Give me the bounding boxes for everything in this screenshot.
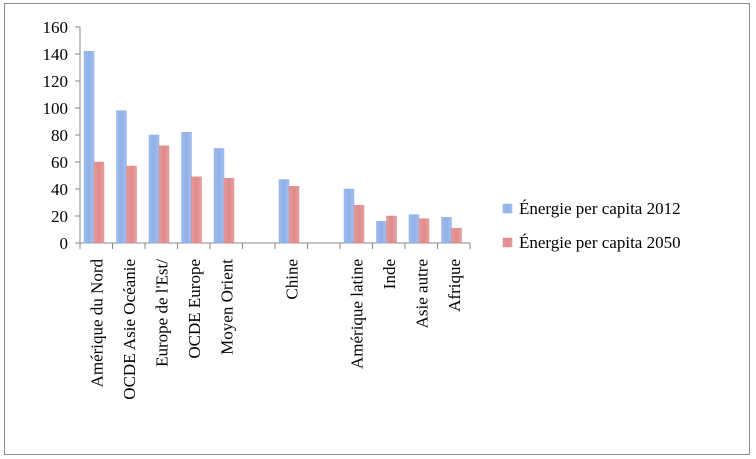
bar-series1 (83, 51, 95, 244)
bar-series2 (288, 186, 300, 244)
legend-swatch (502, 237, 513, 248)
y-tick-label: 40 (51, 180, 68, 199)
bar-series2 (93, 161, 105, 244)
bar-series1 (148, 134, 160, 244)
y-tick-label: 80 (51, 126, 68, 145)
y-tick-label: 120 (43, 72, 69, 91)
bar-series1 (343, 188, 355, 244)
legend-label: Énergie per capita 2050 (519, 233, 681, 252)
bar-series1 (408, 214, 420, 244)
category-label: Chine (282, 259, 301, 300)
bar-series2 (386, 215, 397, 244)
bar-series2 (451, 227, 462, 244)
y-tick-label: 140 (43, 45, 69, 64)
category-label: Afrique (445, 259, 464, 312)
category-label: Asie autre (412, 259, 431, 328)
y-tick-label: 100 (43, 99, 69, 118)
category-label: Moyen Orient (217, 259, 236, 355)
y-tick-label: 160 (43, 18, 69, 37)
category-label: Europe de l'Est/ (152, 259, 171, 367)
bar-series2 (191, 176, 202, 244)
bar-series1 (441, 217, 452, 244)
category-label: Amérique du Nord (87, 259, 106, 388)
bar-series1 (213, 148, 225, 244)
bar-series1 (181, 132, 192, 244)
bar-series1 (278, 179, 290, 244)
bar-series2 (126, 165, 137, 244)
category-label: Amérique latine (347, 259, 366, 369)
y-tick-label: 0 (60, 234, 69, 253)
category-label: Inde (380, 259, 399, 289)
legend-label: Énergie per capita 2012 (519, 199, 681, 218)
y-tick-label: 20 (51, 207, 68, 226)
bar-series2 (353, 204, 365, 244)
y-tick-label: 60 (51, 153, 68, 172)
bar-series2 (418, 218, 430, 244)
legend-swatch (502, 203, 513, 214)
bar-series1 (376, 221, 387, 244)
bar-series1 (116, 110, 127, 244)
bar-series2 (223, 177, 235, 244)
category-label: OCDE Europe (185, 259, 204, 359)
bar-series2 (158, 145, 170, 244)
category-label: OCDE Asie Océanie (120, 259, 139, 400)
